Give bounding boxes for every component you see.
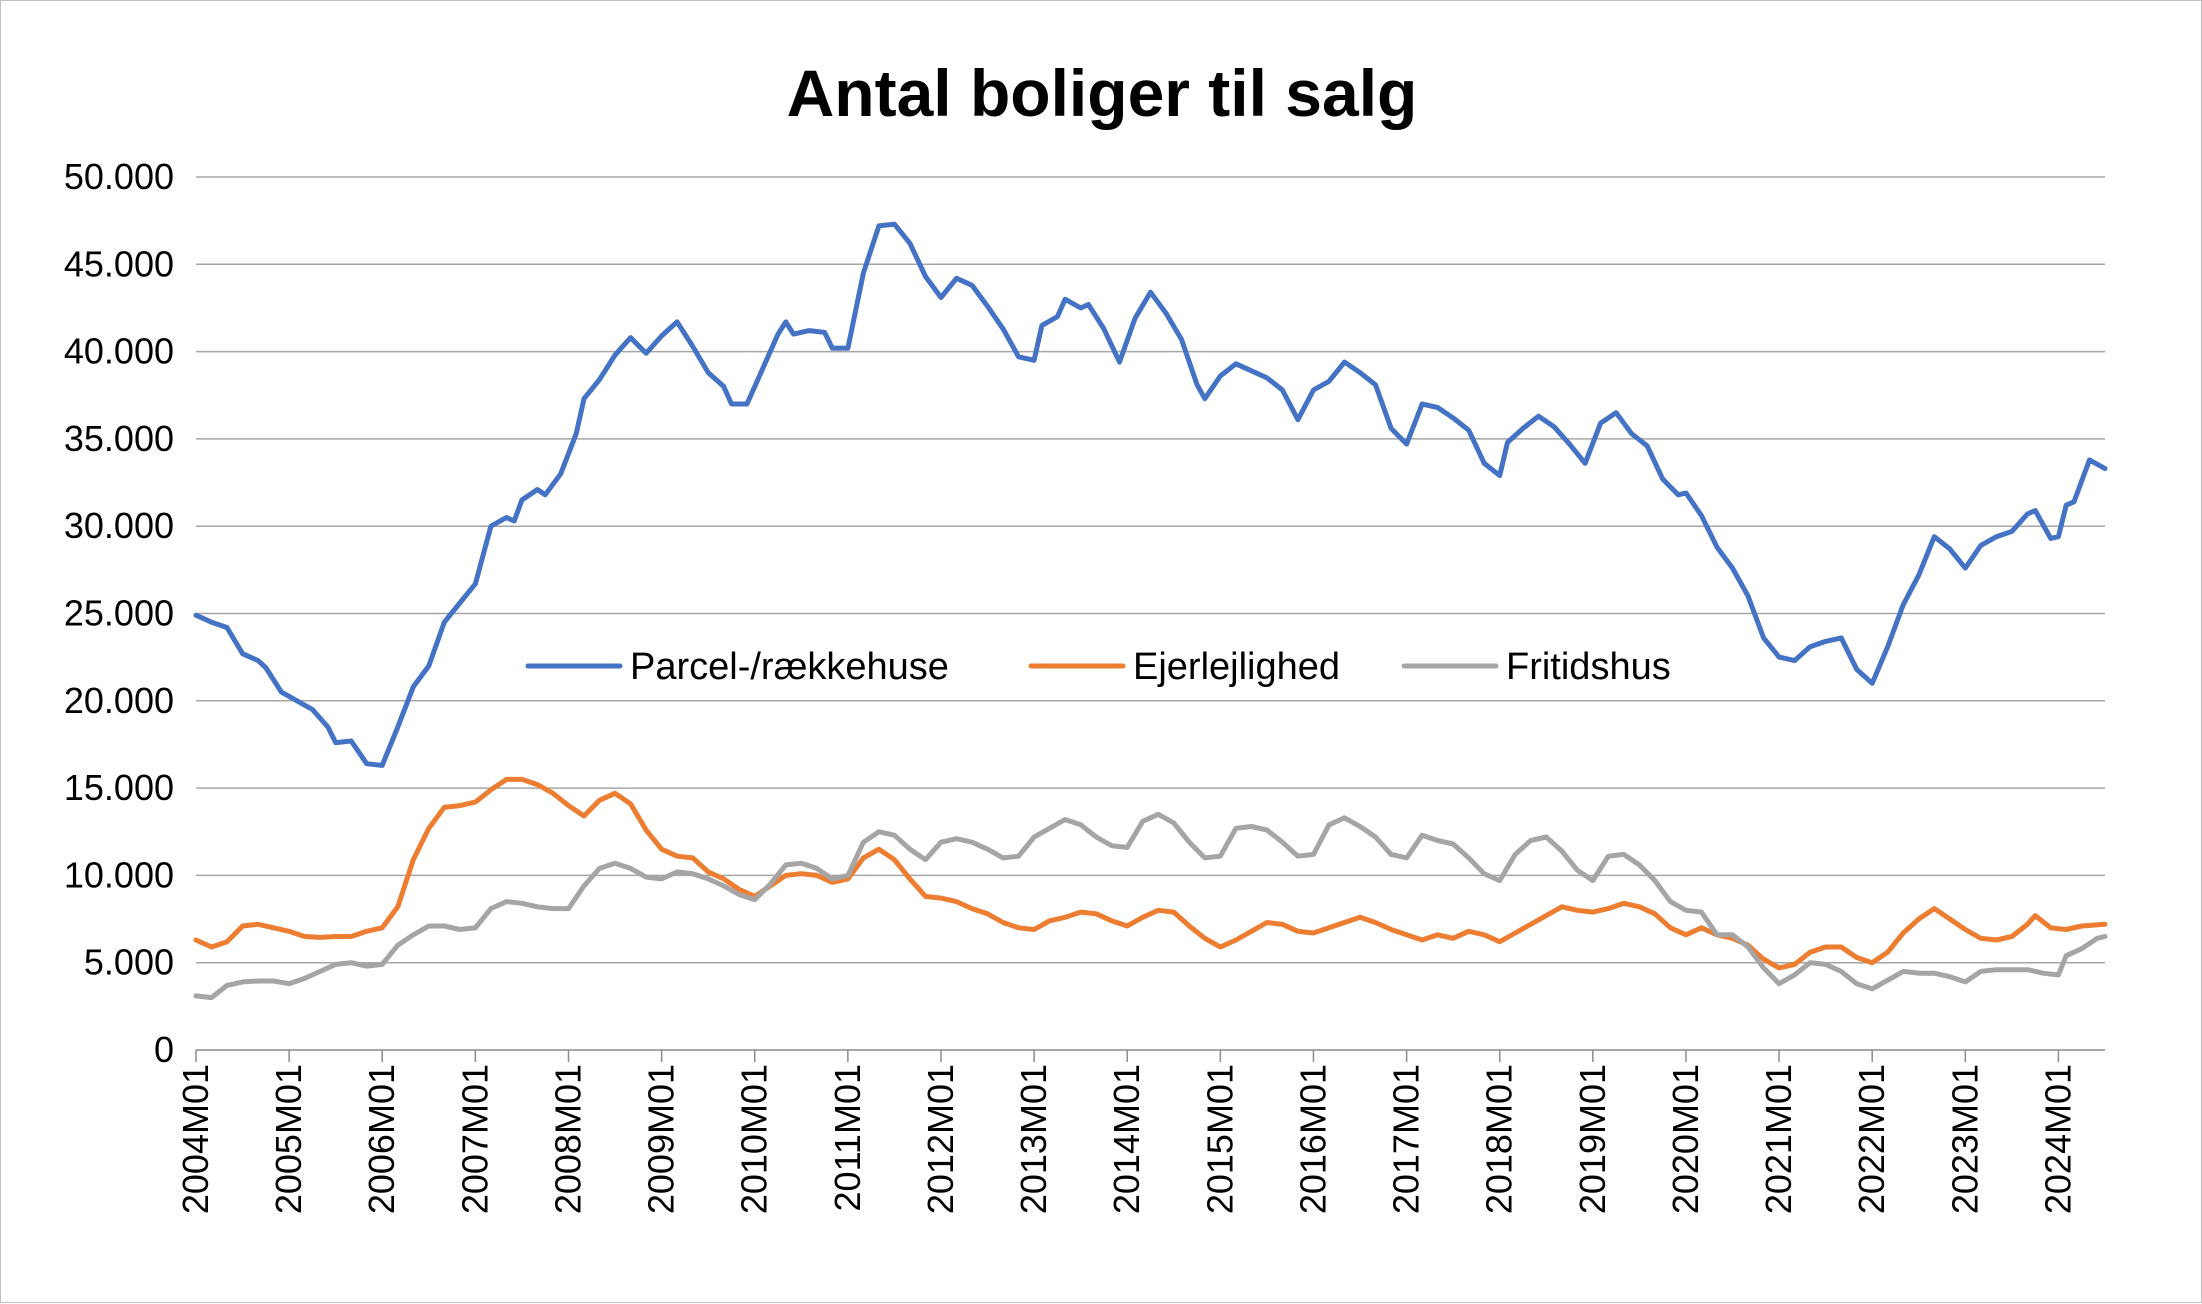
- x-tick-label: 2024M01: [2037, 1064, 2078, 1214]
- legend-label: Parcel-/rækkehuse: [630, 646, 949, 688]
- series-line-2: [193, 776, 2108, 971]
- x-tick-label: 2009M01: [641, 1064, 682, 1214]
- y-tick-label: 5.000: [84, 942, 174, 983]
- y-axis-tick-labels: 0 5.000 10.000 15.000 20.000 25.000 30.000 35.0…: [64, 156, 174, 1070]
- series-line-3: [193, 811, 2108, 1001]
- gridlines: [196, 176, 2105, 964]
- x-tick-label: 2016M01: [1292, 1064, 1333, 1214]
- x-tick-label: 2004M01: [175, 1064, 216, 1214]
- y-tick-label: 0: [154, 1029, 174, 1070]
- y-tick-label: 20.000: [64, 680, 174, 721]
- x-tick-label: 2011M01: [827, 1064, 868, 1211]
- series-line-1: [193, 221, 2108, 768]
- x-tick-label: 2012M01: [920, 1064, 961, 1214]
- chart-title: Antal boliger til salg: [787, 56, 1418, 130]
- x-tick-label: 2023M01: [1944, 1064, 1985, 1214]
- x-axis-tick-labels: 2004M01 2005M01 2006M01 2007M01 2008M01 2009M…: [175, 1064, 2078, 1214]
- y-tick-label: 30.000: [64, 505, 174, 546]
- x-tick-label: 2013M01: [1013, 1064, 1054, 1214]
- y-tick-label: 40.000: [64, 331, 174, 372]
- x-tick-label: 2006M01: [361, 1064, 402, 1214]
- axes: [195, 1049, 2105, 1062]
- x-tick-label: 2015M01: [1199, 1064, 1240, 1214]
- x-tick-label: 2019M01: [1572, 1064, 1613, 1214]
- legend: Parcel-/rækkehuse Ejerlejlighed Fritidshus: [525, 646, 1671, 688]
- x-tick-label: 2007M01: [454, 1064, 495, 1214]
- legend-label: Fritidshus: [1506, 646, 1671, 688]
- y-tick-label: 15.000: [64, 767, 174, 808]
- series-lines: [193, 221, 2108, 1001]
- legend-label: Ejerlejlighed: [1133, 646, 1340, 688]
- x-tick-label: 2005M01: [268, 1064, 309, 1214]
- y-tick-label: 25.000: [64, 593, 174, 634]
- x-tick-label: 2010M01: [734, 1064, 775, 1214]
- y-tick-label: 45.000: [64, 243, 174, 284]
- x-tick-label: 2021M01: [1758, 1064, 1799, 1214]
- x-tick-label: 2014M01: [1106, 1064, 1147, 1214]
- x-tick-label: 2020M01: [1665, 1064, 1706, 1214]
- x-tick-label: 2022M01: [1851, 1064, 1892, 1214]
- x-tick-label: 2008M01: [547, 1064, 588, 1214]
- y-tick-label: 35.000: [64, 418, 174, 459]
- y-tick-label: 50.000: [64, 156, 174, 197]
- x-tick-label: 2017M01: [1386, 1064, 1427, 1214]
- x-tick-label: 2018M01: [1479, 1064, 1520, 1214]
- y-tick-label: 10.000: [64, 854, 174, 895]
